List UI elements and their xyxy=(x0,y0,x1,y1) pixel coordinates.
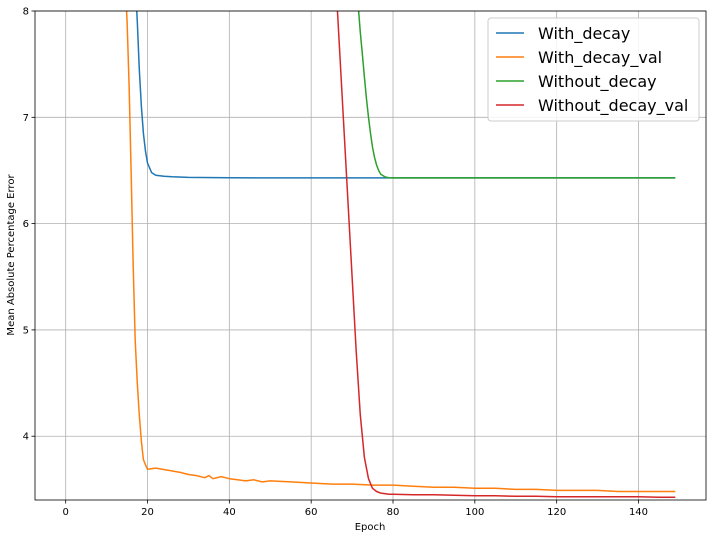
axes-frame xyxy=(34,10,707,501)
legend-box xyxy=(487,17,700,122)
x-tick-label: 20 xyxy=(141,507,154,518)
x-tick-label: 60 xyxy=(305,507,318,518)
legend-label-without-decay: Without_decay xyxy=(538,72,657,92)
legend: With_decay With_decay_val Without_decay Wit… xyxy=(487,17,700,122)
x-tick-label: 0 xyxy=(62,507,68,518)
legend-label-without-decay-val: Without_decay_val xyxy=(538,96,688,116)
y-axis-label: Mean Absolute Percentage Error xyxy=(6,174,17,336)
y-tick-label: 5 xyxy=(23,325,29,336)
x-tick-label: 120 xyxy=(547,507,566,518)
y-tick-label: 6 xyxy=(23,219,29,230)
plot-area: 0 20 40 60 80 100 120 14045678With_decayWith_de… xyxy=(23,7,707,518)
y-tick-label: 7 xyxy=(23,113,29,124)
x-tick-label: 140 xyxy=(629,507,648,518)
legend-label-with-decay: With_decay xyxy=(538,24,630,44)
x-tick-label: 80 xyxy=(387,507,400,518)
legend-label-with-decay-val: With_decay_val xyxy=(538,48,662,68)
x-tick-label: 40 xyxy=(223,507,236,518)
series-group xyxy=(125,11,676,499)
series-line-without-decay xyxy=(357,11,676,179)
y-tick-label: 8 xyxy=(23,7,29,18)
series-line-with-decay-val xyxy=(125,11,676,493)
series-line-without-decay-val xyxy=(336,11,676,499)
x-axis-label: Epoch xyxy=(355,522,386,533)
y-tick-label: 4 xyxy=(23,432,29,443)
x-tick-label: 100 xyxy=(465,507,484,518)
